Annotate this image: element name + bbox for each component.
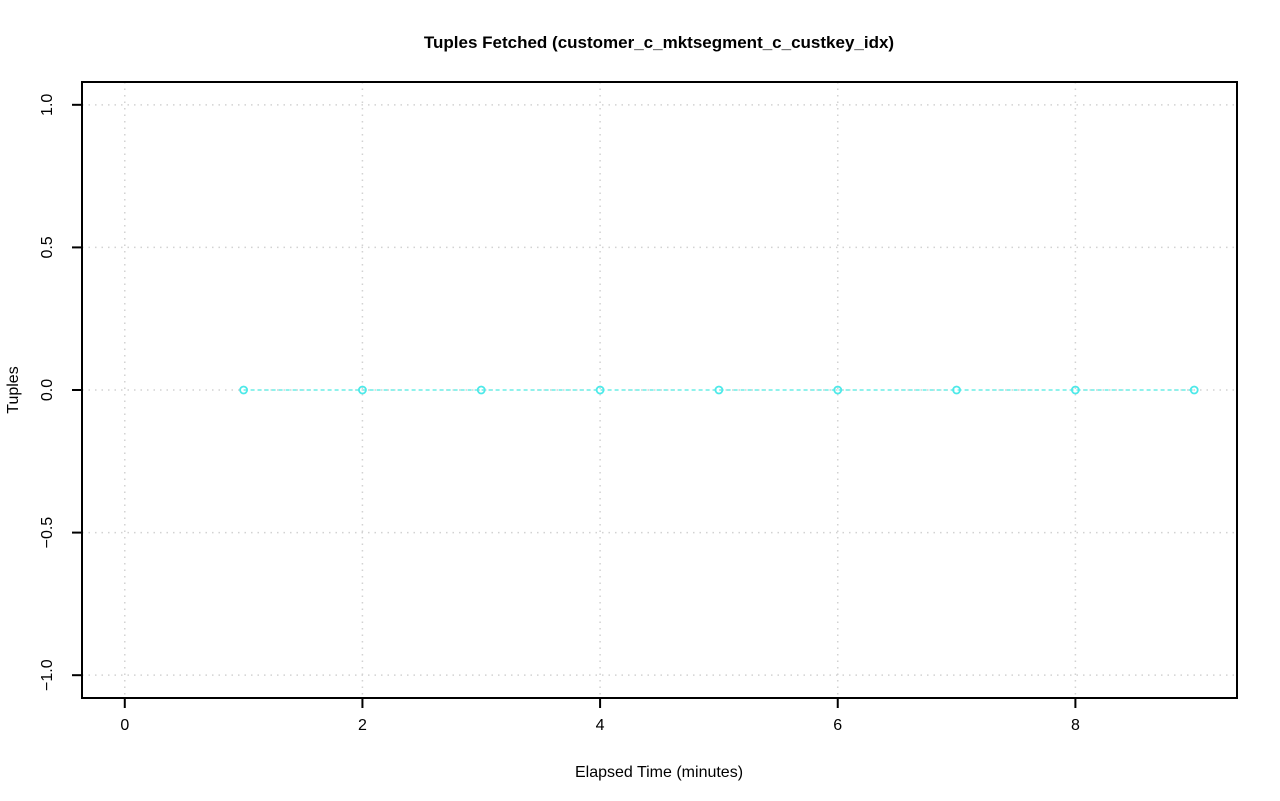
data-point — [239, 385, 249, 395]
x-tick-label: 0 — [120, 717, 129, 734]
data-point — [358, 385, 367, 395]
plot-border — [81, 81, 1238, 699]
data-series-group — [239, 385, 1199, 395]
y-tick-label: −0.5 — [39, 517, 56, 549]
y-tick-label: 0.5 — [39, 236, 56, 258]
chart-title: Tuples Fetched (customer_c_mktsegment_c_… — [424, 33, 894, 52]
x-tick-label: 6 — [833, 717, 842, 734]
data-point — [1189, 385, 1199, 395]
x-axis-label: Elapsed Time (minutes) — [575, 764, 743, 781]
data-point — [1070, 385, 1080, 395]
x-tick-label: 2 — [358, 717, 367, 734]
y-tick-label: 1.0 — [39, 94, 56, 116]
axis-ticks-group — [72, 103, 1077, 708]
data-point — [952, 385, 961, 395]
data-point — [833, 385, 843, 395]
y-tick-label: −1.0 — [39, 659, 56, 691]
x-tick-label: 8 — [1071, 717, 1080, 734]
y-axis-label: Tuples — [5, 366, 22, 413]
data-point — [595, 385, 605, 395]
x-tick-label: 4 — [596, 717, 605, 734]
y-tick-label: 0.0 — [39, 379, 56, 401]
data-point — [714, 385, 724, 395]
tick-labels-group: 0 2 4 6 8 −1.0 −0.5 0.0 0.5 1.0 — [39, 94, 1080, 734]
data-point — [476, 385, 486, 395]
